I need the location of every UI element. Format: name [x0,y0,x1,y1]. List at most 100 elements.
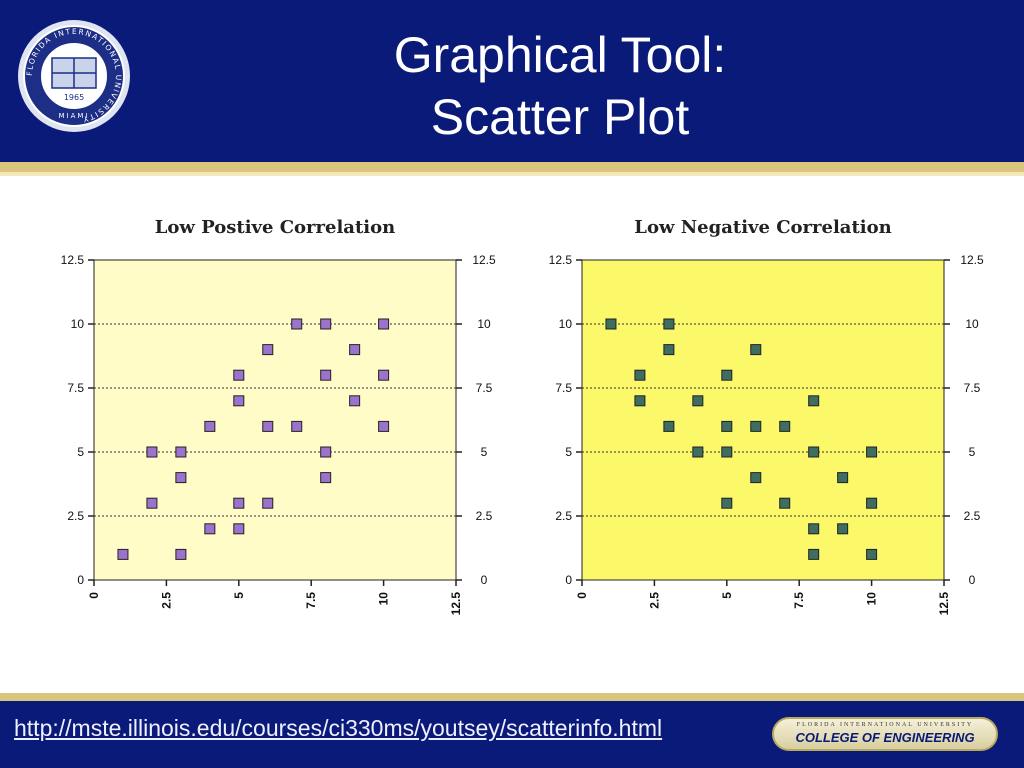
data-point [233,497,245,509]
data-point [837,472,849,484]
slide-header: FLORIDA INTERNATIONAL UNIVERSITY 1965 MI… [0,0,1024,162]
data-point [663,318,675,330]
data-point [349,344,361,356]
data-point [808,523,820,535]
data-point [349,395,361,407]
logo-city: MIAMI [59,112,90,120]
data-point [233,395,245,407]
y-tick-label-right: 12.5 [472,253,496,267]
y-tick-label-right: 12.5 [960,253,984,267]
x-tick-label: 12.5 [449,592,463,616]
logo-year: 1965 [64,93,84,102]
y-tick-label-left: 0 [565,573,572,587]
data-point [634,369,646,381]
x-tick-label: 2.5 [159,592,173,609]
data-point [262,497,274,509]
university-seal-logo: FLORIDA INTERNATIONAL UNIVERSITY 1965 MI… [18,20,130,132]
data-point [808,395,820,407]
data-point [262,344,274,356]
data-point [750,344,762,356]
y-tick-label-left: 12.5 [549,253,573,267]
plot-area [581,259,945,581]
x-tick-label: 2.5 [647,592,661,609]
charts-area: Low Postive Correlation 0 0 2.5 2.5 5 5 7.5 7.5 1… [0,195,1024,675]
data-point [233,523,245,535]
y-tick-label-left: 5 [77,445,84,459]
data-point [808,548,820,560]
data-point [291,420,303,432]
data-point [378,318,390,330]
y-tick-label-left: 5 [565,445,572,459]
y-tick-label-right: 2.5 [476,509,493,523]
y-tick-label-left: 7.5 [67,381,84,395]
y-tick-label-right: 10 [965,317,979,331]
data-point [779,420,791,432]
data-point [750,420,762,432]
data-point [663,420,675,432]
data-point [291,318,303,330]
y-tick-label-left: 10 [71,317,85,331]
data-point [779,497,791,509]
x-tick-label: 5 [232,592,246,599]
badge-college-text: COLLEGE OF ENGINEERING [795,730,975,745]
badge-university-text: FLORIDA INTERNATIONAL UNIVERSITY [796,722,974,728]
data-point [262,420,274,432]
x-tick-label: 0 [575,592,589,599]
header-accent-stripe [0,162,1024,172]
slide-title-line-2: Scatter Plot [430,89,690,145]
college-of-engineering-badge: FLORIDA INTERNATIONAL UNIVERSITY COLLEGE… [772,717,998,751]
y-tick-label-left: 2.5 [67,509,84,523]
plot-area [93,259,457,581]
chart-title: Low Negative Correlation [634,217,891,238]
source-link[interactable]: http://mste.illinois.edu/courses/ci330ms… [14,715,663,741]
x-tick-label: 5 [720,592,734,599]
y-tick-label-left: 2.5 [555,509,572,523]
y-tick-label-right: 7.5 [476,381,493,395]
y-tick-label-left: 10 [559,317,573,331]
chart-title: Low Postive Correlation [155,217,395,238]
y-tick-label-right: 5 [481,445,488,459]
data-point [605,318,617,330]
data-point [866,446,878,458]
x-tick-label: 10 [377,592,391,606]
data-point [320,369,332,381]
data-point [233,369,245,381]
data-point [721,497,733,509]
x-tick-label: 10 [865,592,879,606]
data-point [175,446,187,458]
x-tick-label: 7.5 [304,592,318,609]
data-point [146,497,158,509]
data-point [634,395,646,407]
slide-footer: http://mste.illinois.edu/courses/ci330ms… [0,701,1024,768]
data-point [750,472,762,484]
y-tick-label-right: 0 [969,573,976,587]
data-point [692,395,704,407]
data-point [378,369,390,381]
data-point [320,318,332,330]
y-tick-label-left: 12.5 [61,253,85,267]
data-point [721,446,733,458]
data-point [320,472,332,484]
slide-title: Graphical Tool: Scatter Plot [300,24,820,148]
data-point [378,420,390,432]
data-point [175,548,187,560]
data-point [117,548,129,560]
y-tick-label-right: 2.5 [964,509,981,523]
y-tick-label-left: 7.5 [555,381,572,395]
header-accent-stripe-light [0,172,1024,176]
y-tick-label-right: 0 [481,573,488,587]
data-point [721,420,733,432]
y-tick-label-right: 7.5 [964,381,981,395]
x-tick-label: 12.5 [937,592,951,616]
data-point [837,523,849,535]
y-tick-label-left: 0 [77,573,84,587]
data-point [204,420,216,432]
data-point [866,497,878,509]
y-tick-label-right: 5 [969,445,976,459]
data-point [146,446,158,458]
data-point [721,369,733,381]
chart-low-positive-correlation: Low Postive Correlation 0 0 2.5 2.5 5 5 7.5 7.5 1… [61,217,496,616]
data-point [808,446,820,458]
data-point [692,446,704,458]
